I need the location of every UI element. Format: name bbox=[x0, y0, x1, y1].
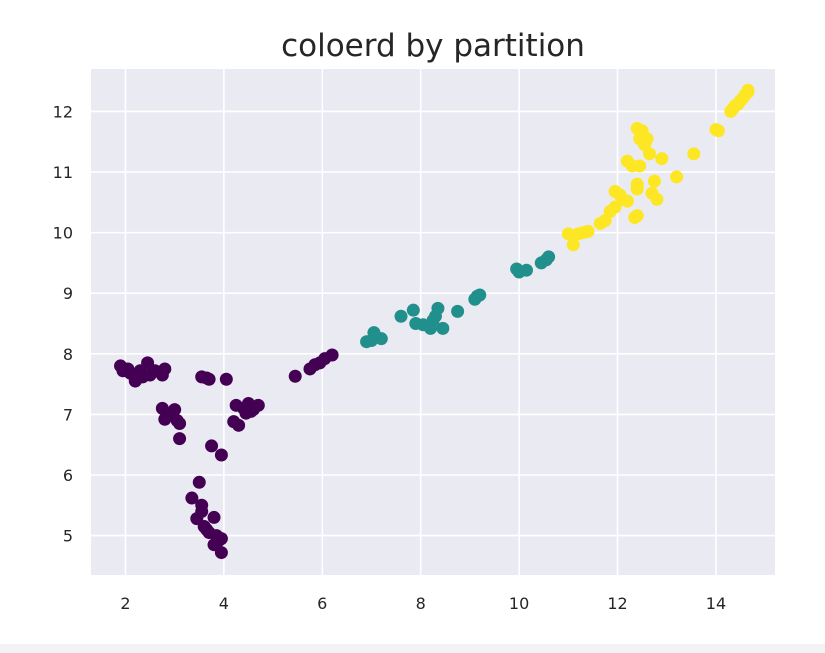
data-point bbox=[581, 224, 595, 238]
x-tick-label: 10 bbox=[509, 594, 529, 613]
x-tick-label: 14 bbox=[706, 594, 726, 613]
data-point bbox=[633, 159, 647, 173]
data-point bbox=[158, 362, 172, 376]
bottom-bar bbox=[0, 644, 825, 653]
data-point bbox=[214, 532, 228, 546]
x-axis-ticks: 2 4 6 8 10 12 14 bbox=[120, 594, 726, 613]
data-point bbox=[219, 372, 233, 386]
data-point bbox=[214, 546, 228, 560]
x-tick-label: 2 bbox=[120, 594, 130, 613]
data-point bbox=[168, 403, 182, 417]
data-point bbox=[214, 448, 228, 462]
y-tick-label: 8 bbox=[63, 345, 73, 364]
data-point bbox=[711, 124, 725, 138]
data-point bbox=[473, 288, 487, 302]
chart-title: coloerd by partition bbox=[281, 28, 585, 64]
data-point bbox=[192, 475, 206, 489]
series-0 bbox=[114, 348, 339, 560]
y-axis-ticks: 5 6 7 8 9 10 11 12 bbox=[53, 102, 73, 545]
data-point bbox=[288, 369, 302, 383]
series-2 bbox=[561, 83, 755, 252]
data-point bbox=[630, 177, 644, 191]
data-point bbox=[643, 147, 657, 161]
data-point bbox=[436, 321, 450, 335]
y-tick-label: 6 bbox=[63, 466, 73, 485]
data-point bbox=[406, 303, 420, 317]
y-tick-label: 11 bbox=[53, 163, 73, 182]
data-point bbox=[670, 170, 684, 184]
data-point bbox=[519, 263, 533, 277]
data-point bbox=[650, 192, 664, 206]
x-tick-label: 6 bbox=[317, 594, 327, 613]
data-point bbox=[431, 301, 445, 315]
data-point bbox=[687, 147, 701, 161]
y-tick-label: 9 bbox=[63, 284, 73, 303]
data-point bbox=[325, 348, 339, 362]
data-point bbox=[451, 304, 465, 318]
data-point bbox=[207, 510, 221, 524]
data-points bbox=[114, 83, 755, 560]
data-point bbox=[542, 250, 556, 264]
data-point bbox=[640, 132, 654, 146]
data-point bbox=[251, 398, 265, 412]
data-point bbox=[232, 418, 246, 432]
data-point bbox=[620, 194, 634, 208]
y-tick-label: 7 bbox=[63, 405, 73, 424]
data-point bbox=[655, 152, 669, 166]
x-tick-label: 8 bbox=[416, 594, 426, 613]
data-point bbox=[647, 174, 661, 188]
series-1 bbox=[360, 250, 556, 349]
data-point bbox=[185, 491, 199, 505]
data-point bbox=[205, 439, 219, 453]
data-point bbox=[173, 417, 187, 431]
x-tick-label: 12 bbox=[607, 594, 627, 613]
data-point bbox=[566, 238, 580, 252]
data-point bbox=[394, 309, 408, 323]
data-point bbox=[374, 332, 388, 346]
y-tick-label: 5 bbox=[63, 527, 73, 546]
data-point bbox=[630, 209, 644, 223]
data-point bbox=[202, 372, 216, 386]
data-point bbox=[561, 227, 575, 241]
data-point bbox=[741, 83, 755, 97]
y-tick-label: 10 bbox=[53, 224, 73, 243]
data-point bbox=[195, 498, 209, 512]
data-point bbox=[173, 432, 187, 446]
x-tick-label: 4 bbox=[219, 594, 229, 613]
y-tick-label: 12 bbox=[53, 102, 73, 121]
